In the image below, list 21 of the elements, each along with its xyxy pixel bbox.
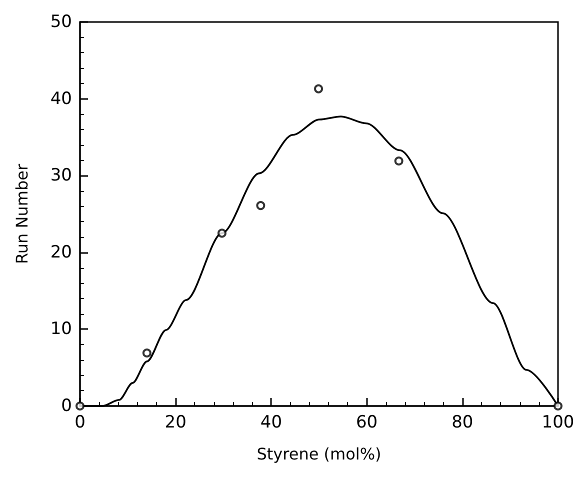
x-tick-label: 0 bbox=[74, 412, 86, 432]
y-tick-label: 20 bbox=[50, 242, 72, 262]
point bbox=[76, 402, 84, 410]
x-axis-title: Styrene (mol%) bbox=[256, 444, 382, 464]
y-tick-label: 40 bbox=[50, 88, 72, 109]
point bbox=[394, 156, 404, 166]
point bbox=[554, 402, 562, 410]
y-tick-label: 10 bbox=[50, 319, 72, 340]
x-tick-label: 80 bbox=[452, 412, 474, 432]
point bbox=[314, 84, 324, 94]
x-tick-label: 20 bbox=[164, 412, 186, 432]
point bbox=[142, 348, 152, 358]
y-tick-label: 0 bbox=[61, 396, 72, 416]
x-tick-label: 40 bbox=[260, 412, 282, 432]
y-tick-label: 50 bbox=[50, 12, 72, 32]
point bbox=[217, 228, 226, 238]
y-axis-title: Run Number bbox=[12, 164, 32, 264]
point bbox=[256, 201, 266, 210]
x-tick-label: 100 bbox=[542, 412, 574, 432]
x-tick-label: 60 bbox=[356, 412, 378, 432]
y-tick-label: 30 bbox=[50, 166, 72, 186]
